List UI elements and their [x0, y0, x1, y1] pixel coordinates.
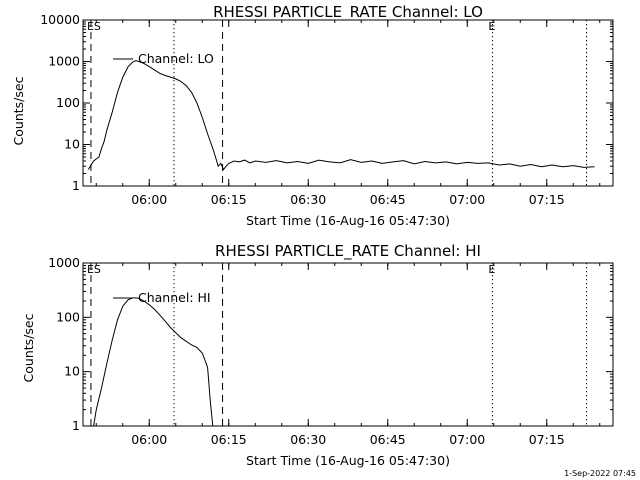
panel-hi-title: RHESSI PARTICLE_RATE Channel: HI — [215, 242, 481, 261]
y-tick-label: 1 — [72, 178, 80, 193]
x-tick-label: 06:45 — [370, 432, 406, 447]
x-tick-label: 07:00 — [449, 432, 485, 447]
x-tick-label: 06:30 — [290, 432, 326, 447]
x-tick-label: 07:00 — [449, 192, 485, 207]
x-tick-label: 07:15 — [529, 432, 565, 447]
legend-label: Channel: LO — [138, 51, 214, 66]
series-line — [87, 60, 595, 171]
panel-lo-plot: 1 10 100 1000 10000 06:00 06:15 06:30 06:45 07:00… — [40, 12, 614, 207]
y-tick-label: 100 — [56, 95, 80, 110]
panel-lo: RHESSI PARTICLE_RATE Channel: LO Counts/… — [11, 3, 614, 228]
x-tick-label: 06:15 — [211, 192, 247, 207]
panel-hi-xlabel: Start Time (16-Aug-16 05:47:30) — [246, 453, 450, 468]
panel-lo-xlabel: Start Time (16-Aug-16 05:47:30) — [246, 213, 450, 228]
y-tick-label: 1 — [72, 418, 80, 433]
marker-label: E — [488, 20, 495, 33]
x-tick-label: 06:30 — [290, 192, 326, 207]
footer-timestamp: 1-Sep-2022 07:45 — [564, 469, 636, 478]
y-tick-label: 10 — [64, 137, 80, 152]
plot-frame — [82, 262, 614, 427]
x-tick-label: 06:00 — [131, 432, 167, 447]
panel-hi: RHESSI PARTICLE_RATE Channel: HI Counts/… — [21, 242, 614, 468]
series-line — [93, 297, 214, 427]
marker-label: ES — [87, 263, 101, 276]
panel-lo-title: RHESSI PARTICLE_RATE Channel: LO — [213, 3, 483, 22]
marker-label: E — [488, 263, 495, 276]
x-tick-label: 07:15 — [529, 192, 565, 207]
panel-hi-ylabel: Counts/sec — [21, 313, 36, 382]
panel-lo-ylabel: Counts/sec — [11, 76, 26, 145]
x-tick-label: 06:45 — [370, 192, 406, 207]
legend-label: Channel: HI — [138, 290, 211, 305]
y-tick-label: 1000 — [48, 54, 80, 69]
y-tick-label: 10 — [64, 364, 80, 379]
x-tick-label: 06:00 — [131, 192, 167, 207]
marker-label: ES — [87, 20, 101, 33]
panel-hi-plot: 1 10 100 1000 06:00 06:15 06:30 06:45 07:00 07:15… — [48, 255, 614, 447]
y-tick-label: 1000 — [48, 255, 80, 270]
y-tick-label: 10000 — [40, 12, 80, 27]
y-tick-label: 100 — [56, 309, 80, 324]
x-tick-label: 06:15 — [211, 432, 247, 447]
